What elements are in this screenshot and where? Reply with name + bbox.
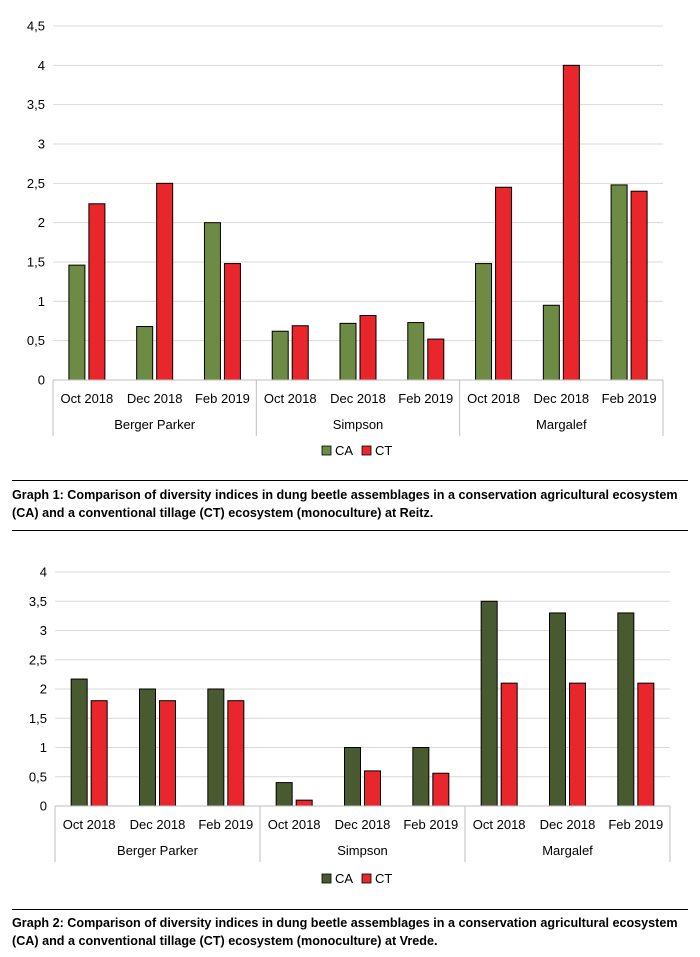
y-tick-label: 1 — [40, 740, 47, 755]
x-tick-label: Oct 2018 — [264, 391, 317, 406]
y-tick-label: 0 — [40, 799, 47, 814]
y-tick-label: 3,5 — [27, 97, 45, 112]
x-tick-label: Feb 2019 — [608, 817, 663, 832]
y-tick-label: 2 — [38, 215, 45, 230]
bar-ca — [549, 612, 566, 807]
y-tick-label: 0,5 — [29, 769, 47, 784]
x-tick-label: Feb 2019 — [398, 391, 453, 406]
y-tick-label: 0,5 — [27, 333, 45, 348]
bar-ca — [207, 688, 225, 807]
bar-ct — [159, 700, 176, 807]
y-tick-label: 1 — [38, 294, 45, 309]
group-label: Berger Parker — [117, 843, 199, 858]
caption-graph2: Graph 2: Comparison of diversity indices… — [12, 916, 678, 948]
bar-ct — [630, 190, 648, 381]
bar-ct — [90, 700, 108, 807]
chart-reitz-svg: 0 0,5 1 1,5 2 2,5 3 3,5 4 4,5 Oct 2018 Dec 2018 Feb … — [27, 19, 664, 458]
bar-ct — [569, 682, 586, 807]
bar-ca — [68, 264, 86, 381]
x-tick-label: Feb 2019 — [403, 817, 458, 832]
caption-rule-top-2 — [12, 909, 688, 910]
bar-ct — [364, 770, 381, 807]
y-tick-label: 2,5 — [27, 176, 45, 191]
bar-ca — [275, 782, 293, 807]
x-tick-label: Oct 2018 — [63, 817, 116, 832]
y-tick-label: 4 — [38, 58, 45, 73]
bar-ca — [339, 322, 357, 381]
x-tick-label: Oct 2018 — [61, 391, 114, 406]
x-tick-label: Dec 2018 — [335, 817, 391, 832]
x-tick-label: Dec 2018 — [130, 817, 186, 832]
bar-ca — [542, 304, 560, 381]
chart-vrede-svg: 0 0,5 1 1,5 2 2,5 3 3,5 4 Oct 2018 Dec 2018 Feb 201… — [29, 565, 671, 886]
legend-label-ca: CA — [335, 443, 353, 458]
x-tick-label: Oct 2018 — [268, 817, 321, 832]
bar-ct — [495, 186, 513, 381]
group-label: Simpson — [333, 417, 384, 432]
x-tick-label: Feb 2019 — [602, 391, 657, 406]
legend-label-ct: CT — [375, 443, 392, 458]
x-tick-label: Oct 2018 — [467, 391, 520, 406]
y-tick-label: 1,5 — [29, 711, 47, 726]
bar-ct — [223, 263, 241, 381]
y-tick-label: 4 — [40, 565, 47, 580]
x-tick-label: Dec 2018 — [534, 391, 590, 406]
bar-ct — [295, 799, 313, 807]
y-tick-label: 2,5 — [29, 652, 47, 667]
bar-ca — [412, 747, 430, 807]
bar-ca — [271, 330, 289, 381]
bar-ca — [610, 184, 628, 381]
bar-ca — [139, 688, 156, 807]
y-tick-label: 3,5 — [29, 594, 47, 609]
bar-ct — [500, 682, 518, 807]
group-label: Margalef — [536, 417, 587, 432]
legend-swatch-ca — [321, 445, 332, 456]
y-tick-label: 0 — [38, 373, 45, 388]
y-tick-label: 2 — [40, 682, 47, 697]
caption-graph1: Graph 1: Comparison of diversity indices… — [12, 488, 678, 520]
x-tick-label: Feb 2019 — [198, 817, 253, 832]
bar-ct — [432, 772, 450, 807]
chart-vrede: 0 0,5 1 1,5 2 2,5 3 3,5 4 Oct 2018 Dec 2018 Feb 201… — [0, 555, 700, 900]
bar-ct — [359, 314, 377, 381]
bar-ct — [88, 203, 106, 381]
legend-swatch-ct — [361, 873, 372, 884]
group-label: Berger Parker — [114, 417, 196, 432]
y-tick-label: 3 — [38, 137, 45, 152]
caption-rule-top-1 — [12, 480, 688, 481]
caption-rule-bottom-1 — [12, 530, 688, 531]
y-tick-label: 1,5 — [27, 255, 45, 270]
bar-ct — [291, 325, 309, 381]
bar-ca — [203, 222, 221, 381]
bar-ct — [562, 64, 580, 381]
bar-ct — [156, 182, 174, 381]
bar-ca — [70, 678, 88, 807]
x-tick-label: Dec 2018 — [540, 817, 596, 832]
y-tick-label: 3 — [40, 623, 47, 638]
x-tick-label: Dec 2018 — [330, 391, 386, 406]
legend-swatch-ca — [321, 873, 332, 884]
x-tick-label: Feb 2019 — [195, 391, 250, 406]
legend-swatch-ct — [361, 445, 372, 456]
bar-ca — [136, 326, 154, 381]
group-label: Simpson — [337, 843, 388, 858]
bar-ca — [344, 747, 361, 807]
legend-label-ct: CT — [375, 871, 392, 886]
bar-ca — [480, 600, 498, 807]
bar-ct — [227, 700, 245, 807]
bar-ca — [475, 263, 493, 381]
bar-ct — [427, 338, 445, 381]
bar-ca — [407, 322, 425, 381]
legend-label-ca: CA — [335, 871, 353, 886]
x-tick-label: Dec 2018 — [127, 391, 183, 406]
chart-reitz: 0 0,5 1 1,5 2 2,5 3 3,5 4 4,5 Oct 2018 Dec 2018 Feb … — [0, 0, 700, 470]
x-tick-label: Oct 2018 — [473, 817, 526, 832]
y-tick-label: 4,5 — [27, 19, 45, 34]
bar-ct — [637, 682, 655, 807]
group-label: Margalef — [542, 843, 593, 858]
bar-ca — [617, 612, 635, 807]
